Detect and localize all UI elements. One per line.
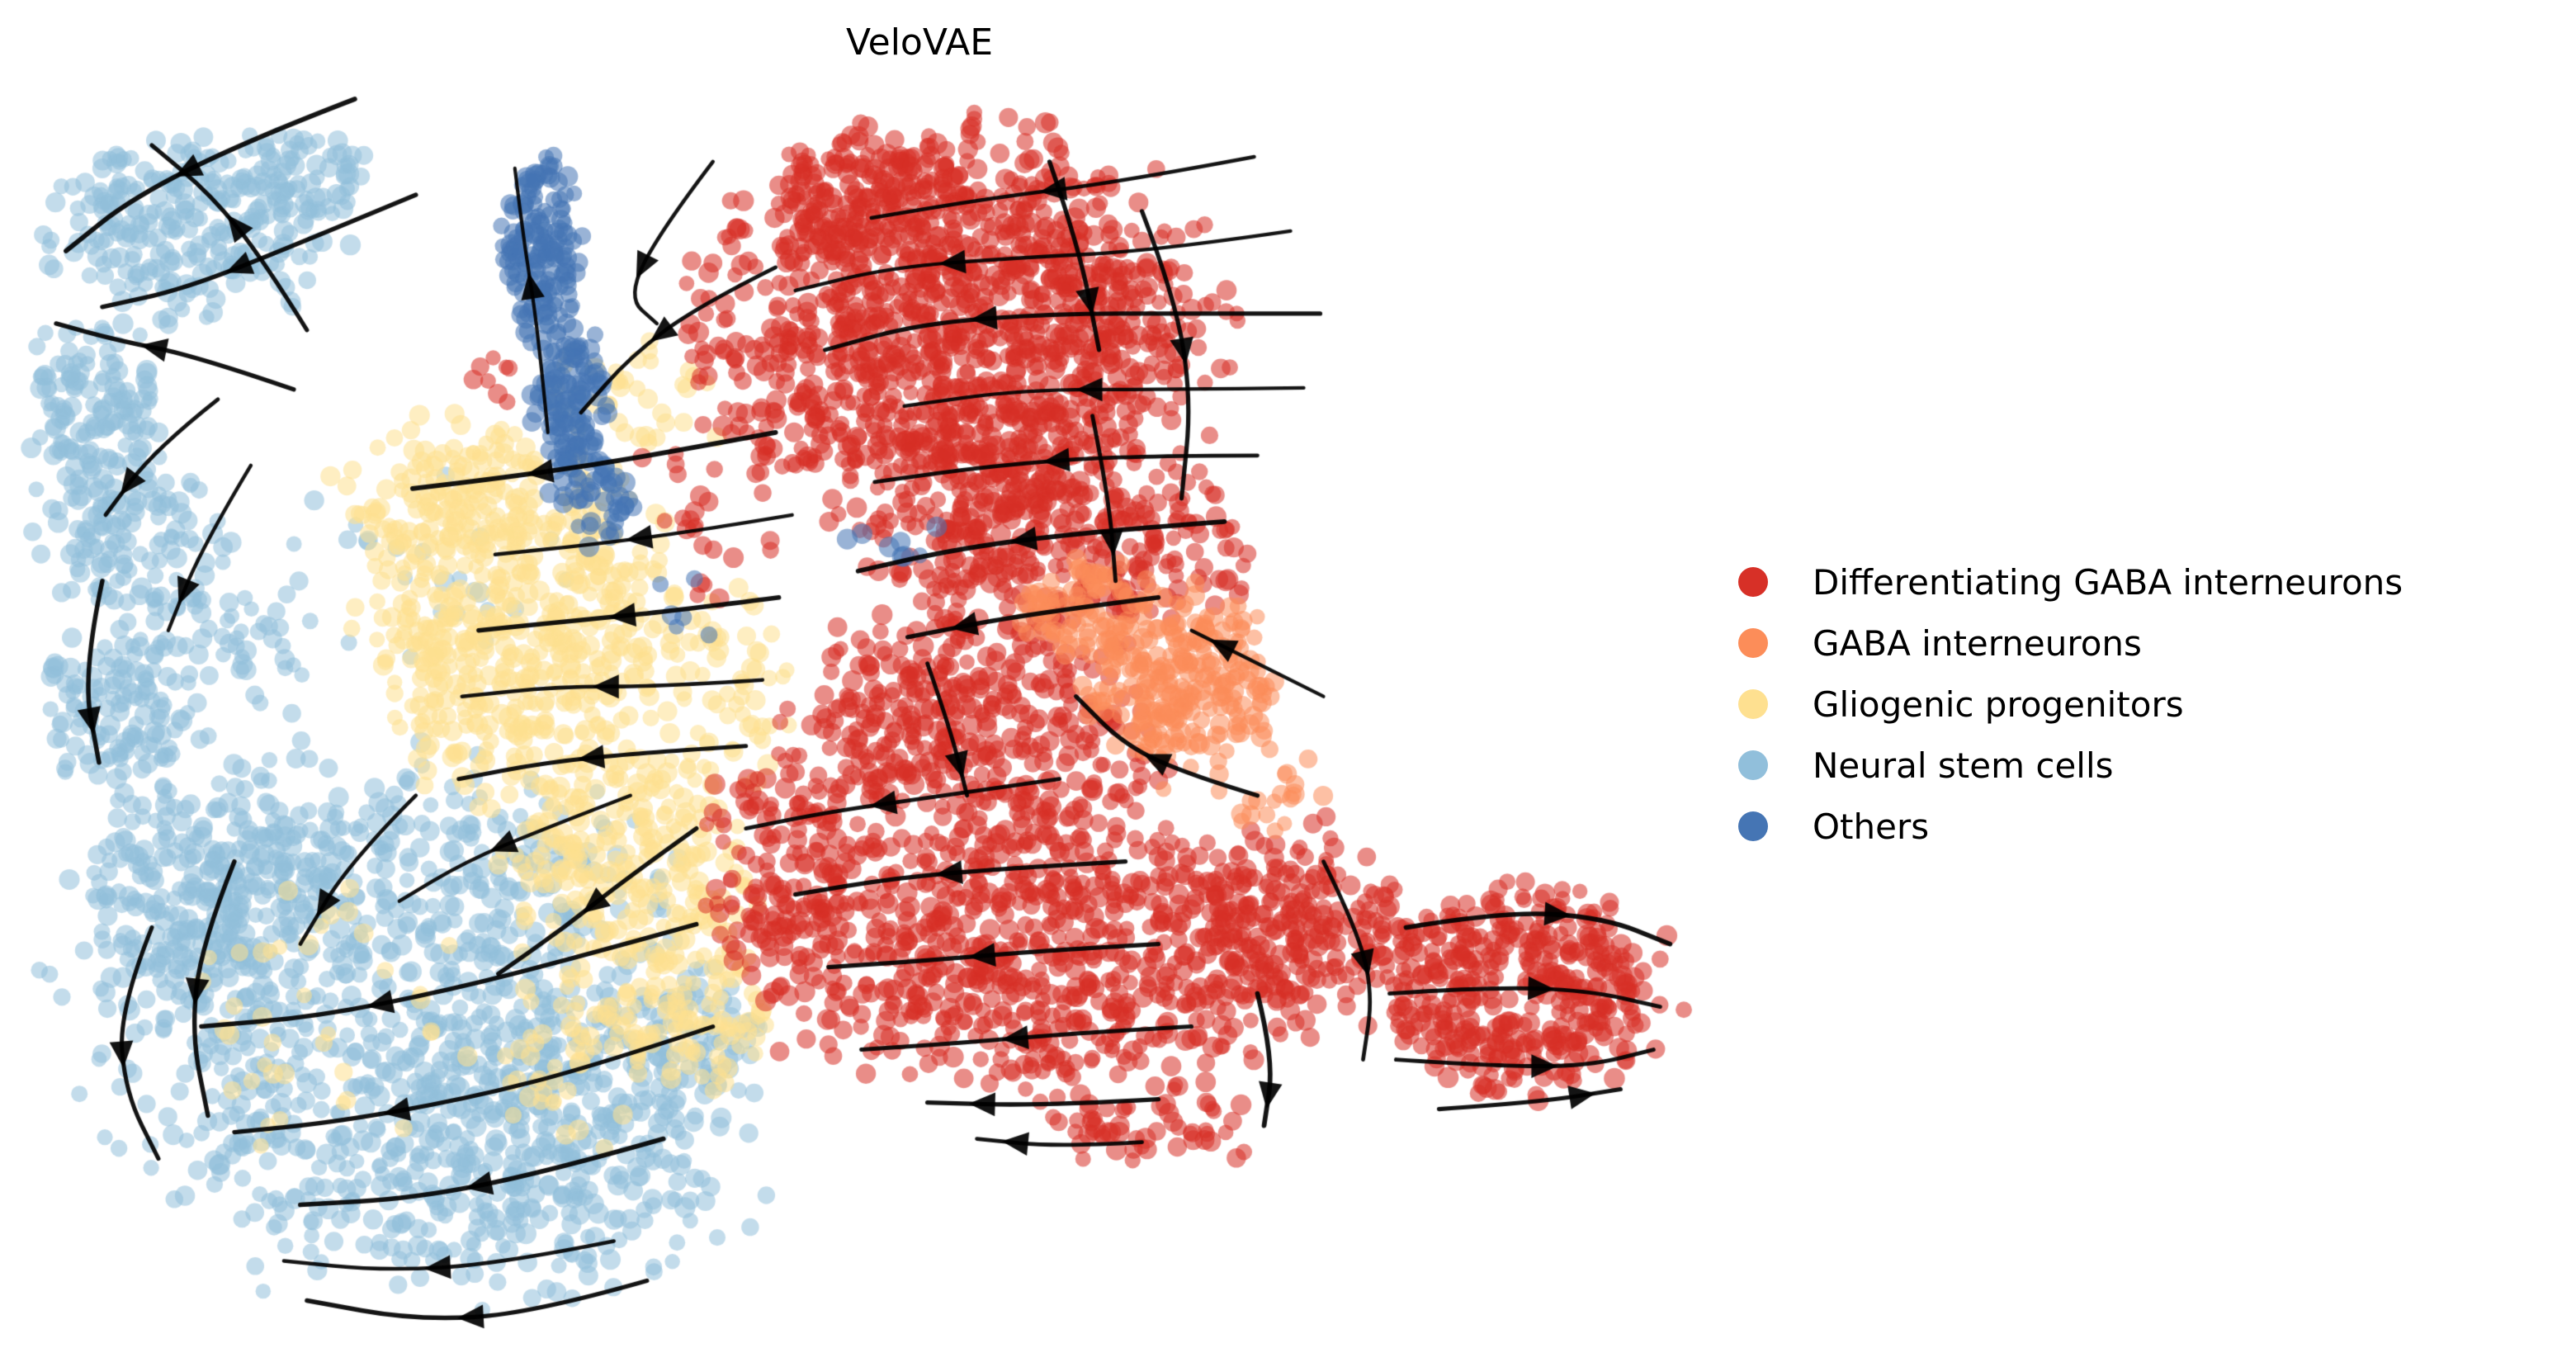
legend-color-dot bbox=[1738, 567, 1768, 597]
legend-label: Gliogenic progenitors bbox=[1813, 683, 2184, 725]
legend-item: Differentiating GABA interneurons bbox=[1738, 551, 2403, 613]
legend-item: Gliogenic progenitors bbox=[1738, 674, 2403, 735]
legend-color-dot bbox=[1738, 811, 1768, 841]
legend-item: Others bbox=[1738, 796, 2403, 857]
legend-label: Neural stem cells bbox=[1813, 745, 2114, 786]
legend-color-dot bbox=[1738, 689, 1768, 719]
legend-color-dot bbox=[1738, 750, 1768, 780]
legend-item: Neural stem cells bbox=[1738, 735, 2403, 796]
legend-item: GABA interneurons bbox=[1738, 613, 2403, 674]
legend-label: Others bbox=[1813, 806, 1930, 847]
chart-title: VeloVAE bbox=[845, 21, 994, 64]
legend-label: GABA interneurons bbox=[1813, 622, 2142, 664]
legend: Differentiating GABA interneurons GABA i… bbox=[1738, 551, 2403, 857]
legend-color-dot bbox=[1738, 628, 1768, 658]
legend-label: Differentiating GABA interneurons bbox=[1813, 561, 2403, 603]
